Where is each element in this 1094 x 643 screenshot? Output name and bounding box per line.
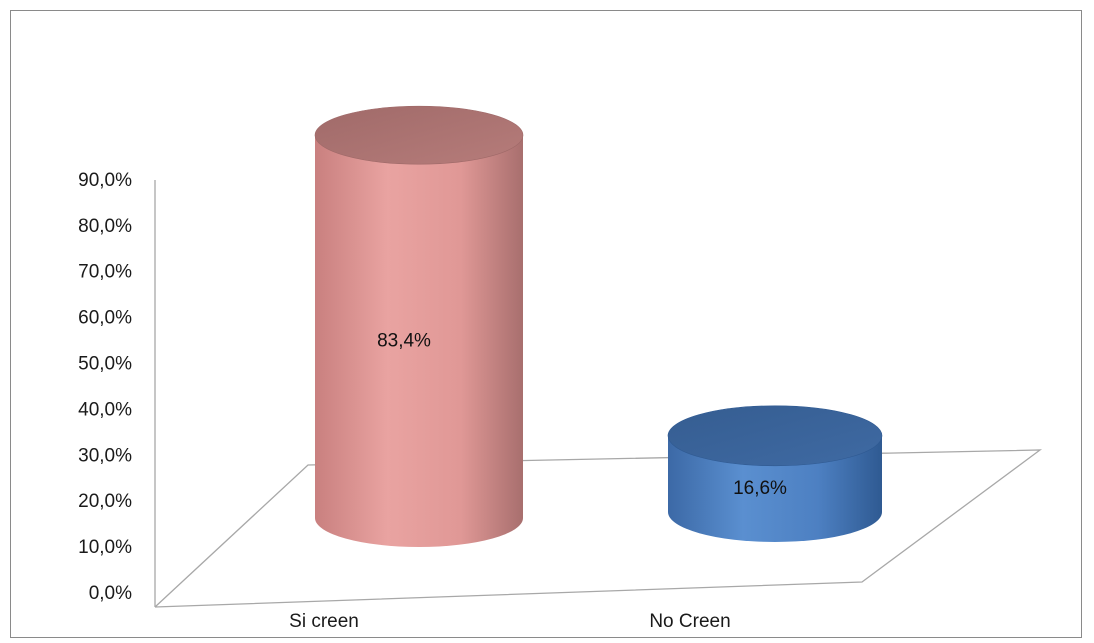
y-tick-label: 0,0% [89,583,132,604]
bar-body [668,435,882,542]
floor-outline [154,449,1043,608]
bar-top [667,405,883,467]
x-axis-category-labels: Si creen No Creen [289,611,731,632]
bars-group: 83,4% 16,6% [314,105,883,547]
y-tick-label: 30,0% [78,445,132,466]
y-tick-label: 40,0% [78,399,132,420]
bar-top [314,105,524,165]
chart-frame [10,10,1082,638]
bar-si-creen: 83,4% [314,105,524,547]
y-tick-label: 90,0% [78,170,132,191]
data-label: 83,4% [377,331,431,352]
y-tick-label: 20,0% [78,491,132,512]
y-tick-label: 10,0% [78,537,132,558]
data-label: 16,6% [733,478,787,499]
chart-floor [154,449,1043,608]
bar-no-creen: 16,6% [667,405,883,542]
bar-body [315,135,523,547]
y-tick-label: 60,0% [78,308,132,329]
y-tick-label: 80,0% [78,216,132,237]
x-category-label: No Creen [649,611,730,632]
y-tick-label: 70,0% [78,262,132,283]
y-tick-label: 50,0% [78,354,132,375]
x-category-label: Si creen [289,611,359,632]
y-axis-tick-labels: 0,0% 10,0% 20,0% 30,0% 40,0% 50,0% 60,0% 70,0% 8… [78,170,132,604]
